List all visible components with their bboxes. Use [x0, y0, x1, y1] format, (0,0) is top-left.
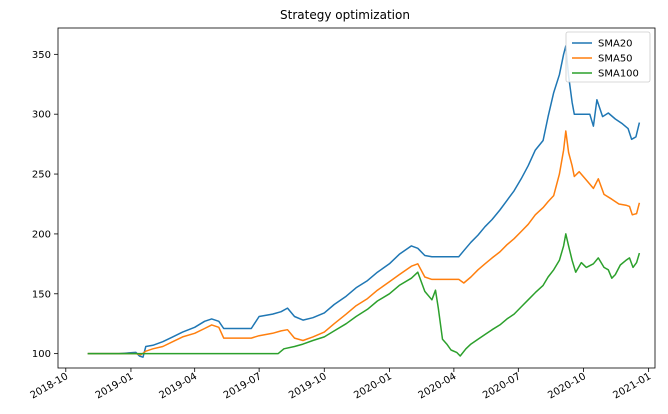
y-tick-label: 350	[32, 50, 51, 61]
legend-box	[565, 31, 651, 83]
y-tick-label: 300	[32, 110, 51, 121]
series-line-sma20	[87, 45, 641, 358]
y-tick-label: 150	[32, 289, 51, 300]
y-tick-label: 250	[32, 170, 51, 181]
legend: SMA20 SMA50 SMA100	[565, 31, 651, 83]
legend-label-sma100: SMA100	[598, 69, 639, 80]
legend-label-sma20: SMA20	[598, 39, 633, 50]
y-tick-label: 100	[32, 349, 51, 360]
plot-frame	[57, 27, 656, 369]
chart-title: Strategy optimization	[280, 8, 410, 22]
legend-label-sma50: SMA50	[598, 54, 633, 65]
series-line-sma100	[87, 233, 641, 357]
series-layer	[87, 45, 641, 358]
series-line-sma50	[87, 130, 641, 356]
y-tick-label: 200	[32, 229, 51, 240]
